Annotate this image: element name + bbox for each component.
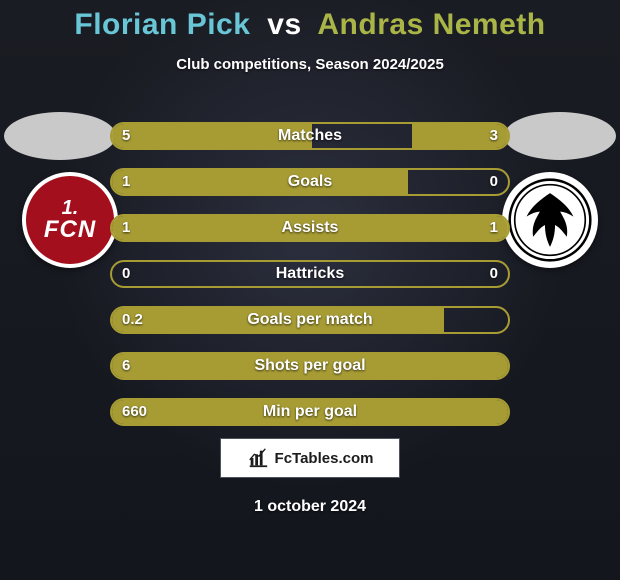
stat-fill-left <box>112 400 510 424</box>
club-badge-left-text: 1. FCN <box>44 198 96 242</box>
stat-fill-right <box>412 124 508 148</box>
stat-track <box>110 398 510 426</box>
stat-fill-left <box>112 354 510 378</box>
stat-track <box>110 352 510 380</box>
stat-track <box>110 306 510 334</box>
stat-row: Min per goal660 <box>110 398 510 426</box>
title-vs: vs <box>267 8 301 41</box>
watermark: FcTables.com <box>220 438 400 478</box>
eagle-icon <box>508 178 592 262</box>
comparison-infographic: Florian Pick vs Andras Nemeth Club compe… <box>0 0 620 580</box>
stat-bars: Matches53 Goals10 Assists11 Hattricks00 Goal… <box>110 122 510 444</box>
stat-track <box>110 168 510 196</box>
watermark-text: FcTables.com <box>275 450 374 467</box>
player2-photo-placeholder <box>504 112 616 160</box>
club-badge-right <box>502 172 598 268</box>
stat-track <box>110 122 510 150</box>
player1-photo-placeholder <box>4 112 116 160</box>
date: 1 october 2024 <box>0 498 620 516</box>
stat-row: Goals per match0.2 <box>110 306 510 334</box>
stat-row: Matches53 <box>110 122 510 150</box>
stat-fill-left <box>112 170 408 194</box>
club-badge-left: 1. FCN <box>22 172 118 268</box>
stat-fill-left <box>112 124 312 148</box>
title-player2: Andras Nemeth <box>317 8 545 41</box>
stat-fill-left <box>112 308 444 332</box>
title-player1: Florian Pick <box>74 8 250 41</box>
chart-icon <box>247 447 269 469</box>
stat-fill-right <box>308 216 508 240</box>
stat-track <box>110 214 510 242</box>
stat-fill-left <box>112 216 312 240</box>
stat-row: Shots per goal6 <box>110 352 510 380</box>
stat-row: Goals10 <box>110 168 510 196</box>
subtitle: Club competitions, Season 2024/2025 <box>0 56 620 73</box>
title: Florian Pick vs Andras Nemeth <box>0 0 620 42</box>
stat-row: Assists11 <box>110 214 510 242</box>
stat-track <box>110 260 510 288</box>
stat-row: Hattricks00 <box>110 260 510 288</box>
